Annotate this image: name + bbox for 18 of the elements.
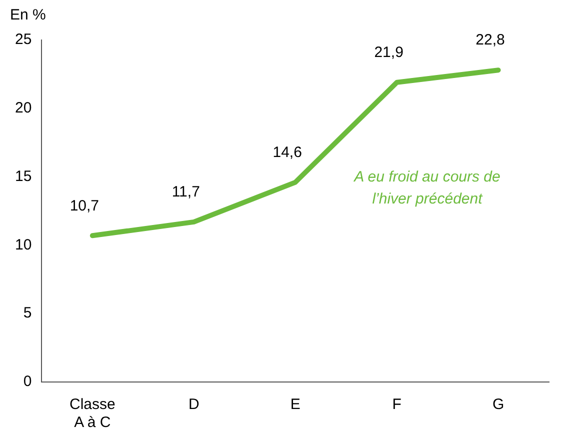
- data-label: 11,7: [172, 184, 200, 201]
- x-tick-label: G: [492, 396, 504, 414]
- y-tick-label: 15: [14, 168, 32, 185]
- y-tick-label: 10: [14, 236, 32, 254]
- data-label: 10,7: [70, 197, 100, 214]
- y-tick-label: 20: [14, 100, 32, 117]
- x-tick-label: D: [188, 396, 200, 414]
- text: A eu froid au cours de l’hiver précédent: [353, 168, 500, 208]
- y-tick-label: 25: [14, 31, 32, 48]
- data-label: 14,6: [272, 144, 302, 161]
- y-tick-label: 5: [23, 304, 32, 322]
- data-label: 22,8: [476, 32, 505, 49]
- x-tick-label: Classe A à C: [69, 396, 116, 432]
- data-label: 21,9: [374, 44, 404, 62]
- y-axis-title: En %: [10, 6, 46, 24]
- y-tick-label: 0: [23, 373, 32, 390]
- x-tick-label: E: [290, 396, 300, 414]
- x-tick-label: F: [392, 396, 402, 414]
